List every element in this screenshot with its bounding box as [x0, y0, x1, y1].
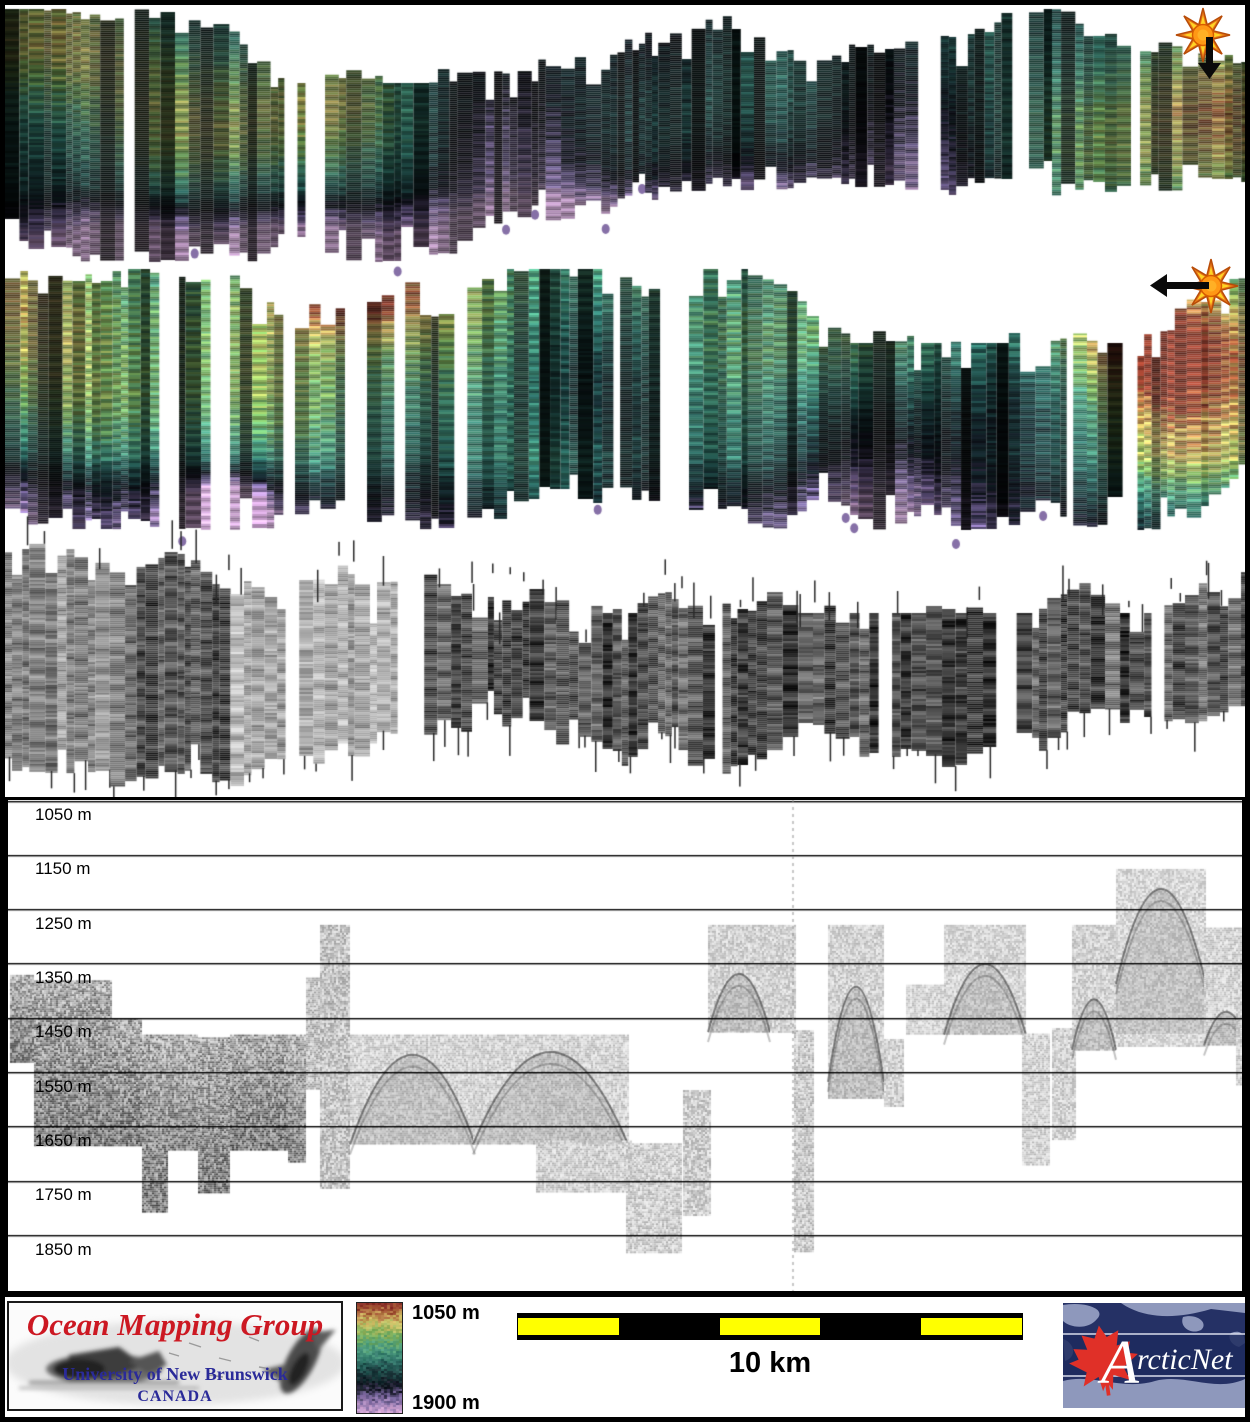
swath-mosaic-canvas	[5, 5, 1245, 797]
sun-icon	[1183, 258, 1239, 314]
omg-university: University of New Brunswick	[62, 1364, 288, 1384]
arcticnet-logo: A rcticNet	[1063, 1303, 1245, 1408]
down-arrow-icon	[1198, 37, 1221, 79]
colorbar-top-label: 1050 m	[412, 1302, 480, 1324]
omg-country: CANADA	[137, 1388, 213, 1405]
scale-bar-label: 10 km	[728, 1347, 812, 1379]
scale-bar-segment	[518, 1318, 619, 1335]
colorbar-bottom-label: 1900 m	[412, 1392, 480, 1414]
footer-legend-strip: Ocean Mapping Group University of New Br…	[5, 1297, 1245, 1417]
scale-bar-segment	[820, 1314, 921, 1339]
left-fish-silhouette	[19, 1347, 199, 1389]
sun-icon	[1175, 7, 1231, 63]
ocean-mapping-group-logo: Ocean Mapping Group University of New Br…	[7, 1301, 343, 1411]
scale-bar-segment	[921, 1318, 1022, 1335]
arcticnet-logo-image: A rcticNet	[1063, 1303, 1245, 1408]
speckle-texture	[168, 1336, 272, 1378]
bathymetry-backscatter-area	[5, 5, 1245, 797]
sun-down-illumination-icon	[1175, 7, 1231, 79]
omg-fish-art-image	[9, 1321, 341, 1405]
left-arrow-icon	[1150, 274, 1209, 297]
arcticnet-text: rcticNet	[1137, 1343, 1233, 1376]
scale-bar-segment	[619, 1314, 720, 1339]
sun-left-illumination-icon	[1150, 258, 1239, 314]
depth-colorbar-gradient	[356, 1302, 403, 1414]
profile-echogram-canvas	[8, 800, 1242, 1291]
depth-profile-panel: 1050 m 1150 m 1250 m 1350 m 1450 m 1550 m 1650…	[5, 797, 1245, 1294]
arcticnet-initial: A	[1097, 1329, 1140, 1397]
omg-title: Ocean Mapping Group	[26, 1307, 324, 1342]
depth-colorbar: 1050 m 1900 m	[356, 1302, 506, 1414]
scale-bar-segment	[719, 1318, 821, 1335]
maple-leaf-icon	[1069, 1325, 1138, 1396]
map-scale-bar	[517, 1313, 1023, 1340]
